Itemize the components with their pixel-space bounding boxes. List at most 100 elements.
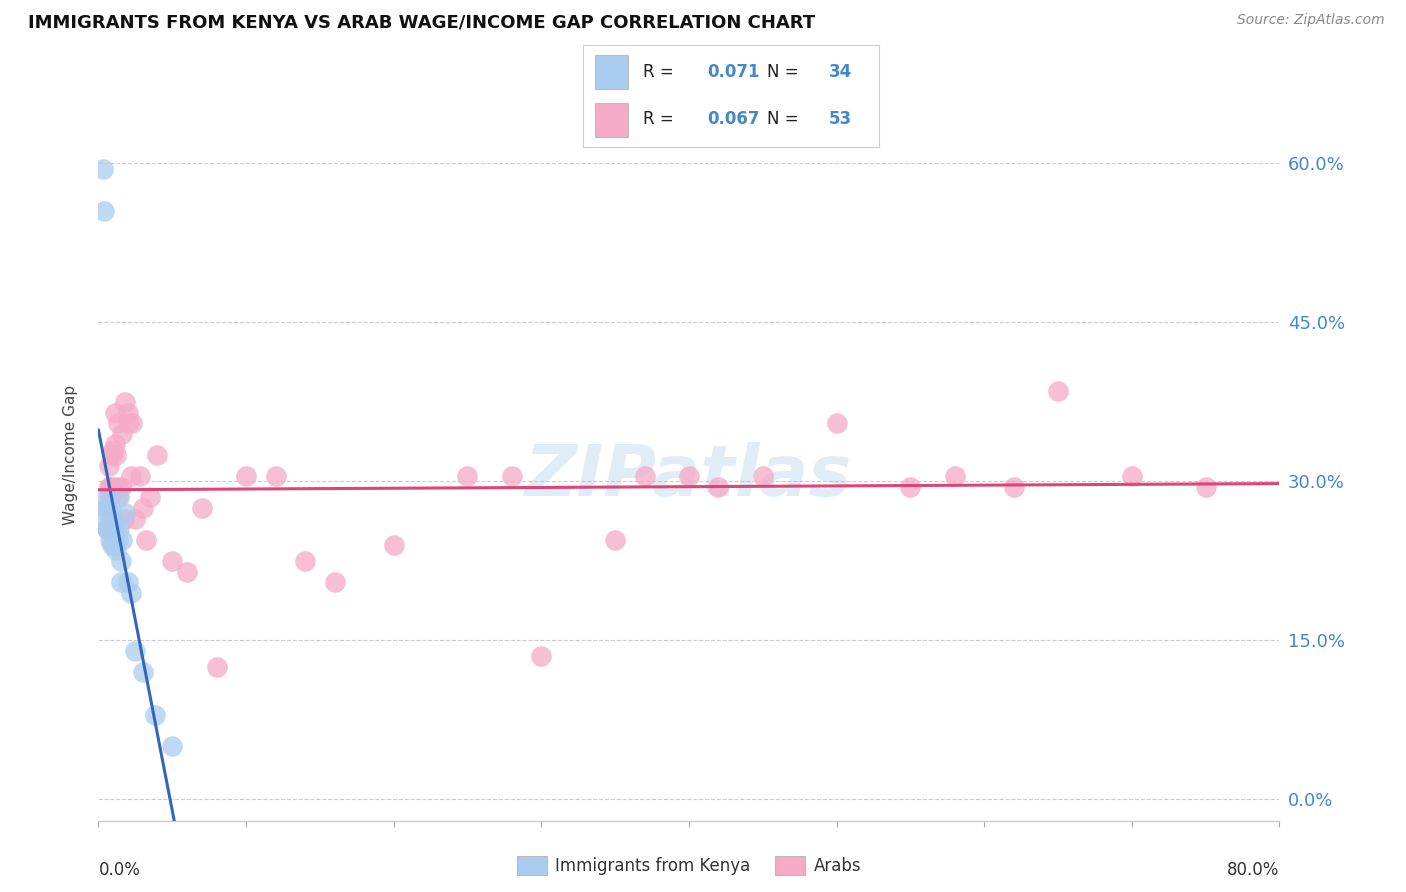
Point <box>100 448 122 462</box>
Legend: Immigrants from Kenya, Arabs: Immigrants from Kenya, Arabs <box>510 849 868 882</box>
Point <box>323 575 346 590</box>
Text: 80.0%: 80.0% <box>1227 861 1279 879</box>
Point <box>162 554 183 568</box>
Text: 34: 34 <box>828 63 852 81</box>
Point <box>111 533 134 547</box>
Point <box>132 665 155 680</box>
Point <box>104 516 127 531</box>
Point <box>107 533 129 547</box>
Point <box>456 469 478 483</box>
Point <box>97 458 120 473</box>
Point <box>100 538 122 552</box>
Point <box>93 204 115 219</box>
Point <box>132 500 155 515</box>
Point <box>191 500 214 515</box>
Text: 0.071: 0.071 <box>707 63 761 81</box>
Point <box>111 426 134 441</box>
Point <box>117 405 139 419</box>
Point <box>124 644 146 658</box>
Point <box>751 469 773 483</box>
Point <box>143 707 166 722</box>
Text: N =: N = <box>766 111 803 128</box>
Point <box>98 533 121 547</box>
Point <box>1195 480 1218 494</box>
Text: 53: 53 <box>828 111 852 128</box>
Point <box>100 527 122 541</box>
Point <box>235 469 257 483</box>
Point <box>1046 384 1069 399</box>
Point <box>139 491 162 505</box>
Point <box>117 416 139 430</box>
Point <box>103 522 125 536</box>
Point <box>114 395 136 409</box>
Point <box>1121 469 1143 483</box>
Point <box>103 511 125 525</box>
Point <box>1002 480 1025 494</box>
Point <box>107 480 129 494</box>
Point <box>707 480 730 494</box>
Point <box>162 739 183 754</box>
Text: 0.067: 0.067 <box>707 111 761 128</box>
Point <box>98 480 121 494</box>
Point <box>107 491 129 505</box>
Point <box>633 469 655 483</box>
Point <box>264 469 287 483</box>
Point <box>205 660 228 674</box>
Point <box>91 161 114 176</box>
Point <box>97 480 120 494</box>
Point <box>108 522 131 536</box>
Point <box>103 480 125 494</box>
Y-axis label: Wage/Income Gap: Wage/Income Gap <box>63 384 77 525</box>
Point <box>294 554 316 568</box>
Point <box>104 437 127 451</box>
Text: R =: R = <box>643 111 679 128</box>
Point <box>121 416 143 430</box>
Point <box>120 469 142 483</box>
Point <box>110 575 132 590</box>
FancyBboxPatch shape <box>595 55 627 88</box>
Point <box>382 538 405 552</box>
Point <box>94 491 117 505</box>
Text: 0.0%: 0.0% <box>98 861 141 879</box>
Point <box>117 575 139 590</box>
Point <box>135 533 157 547</box>
Text: Source: ZipAtlas.com: Source: ZipAtlas.com <box>1237 13 1385 28</box>
Point <box>110 480 132 494</box>
Point <box>110 554 132 568</box>
Text: IMMIGRANTS FROM KENYA VS ARAB WAGE/INCOME GAP CORRELATION CHART: IMMIGRANTS FROM KENYA VS ARAB WAGE/INCOM… <box>28 13 815 31</box>
Point <box>124 511 146 525</box>
Point <box>104 538 127 552</box>
Point <box>96 500 118 515</box>
Point <box>97 500 120 515</box>
Point <box>501 469 523 483</box>
Point <box>98 511 121 525</box>
Text: R =: R = <box>643 63 679 81</box>
Point <box>146 448 169 462</box>
Point <box>96 522 118 536</box>
Point <box>97 522 120 536</box>
Point <box>128 469 150 483</box>
Point <box>103 533 125 547</box>
Point <box>176 565 198 579</box>
Point <box>605 533 627 547</box>
Point <box>825 416 848 430</box>
Point <box>107 416 129 430</box>
Point <box>103 442 125 457</box>
Point <box>114 506 136 520</box>
Point <box>105 543 128 558</box>
Point <box>98 522 121 536</box>
Text: ZIPatlas: ZIPatlas <box>526 442 852 511</box>
Text: N =: N = <box>766 63 803 81</box>
FancyBboxPatch shape <box>595 103 627 137</box>
Point <box>530 649 553 664</box>
Point <box>105 448 128 462</box>
Point <box>96 522 118 536</box>
Point <box>104 405 127 419</box>
Point <box>94 511 117 525</box>
Point <box>943 469 966 483</box>
Point <box>98 491 121 505</box>
Point <box>112 511 135 525</box>
Point <box>100 506 122 520</box>
Point <box>678 469 700 483</box>
Point <box>105 522 128 536</box>
